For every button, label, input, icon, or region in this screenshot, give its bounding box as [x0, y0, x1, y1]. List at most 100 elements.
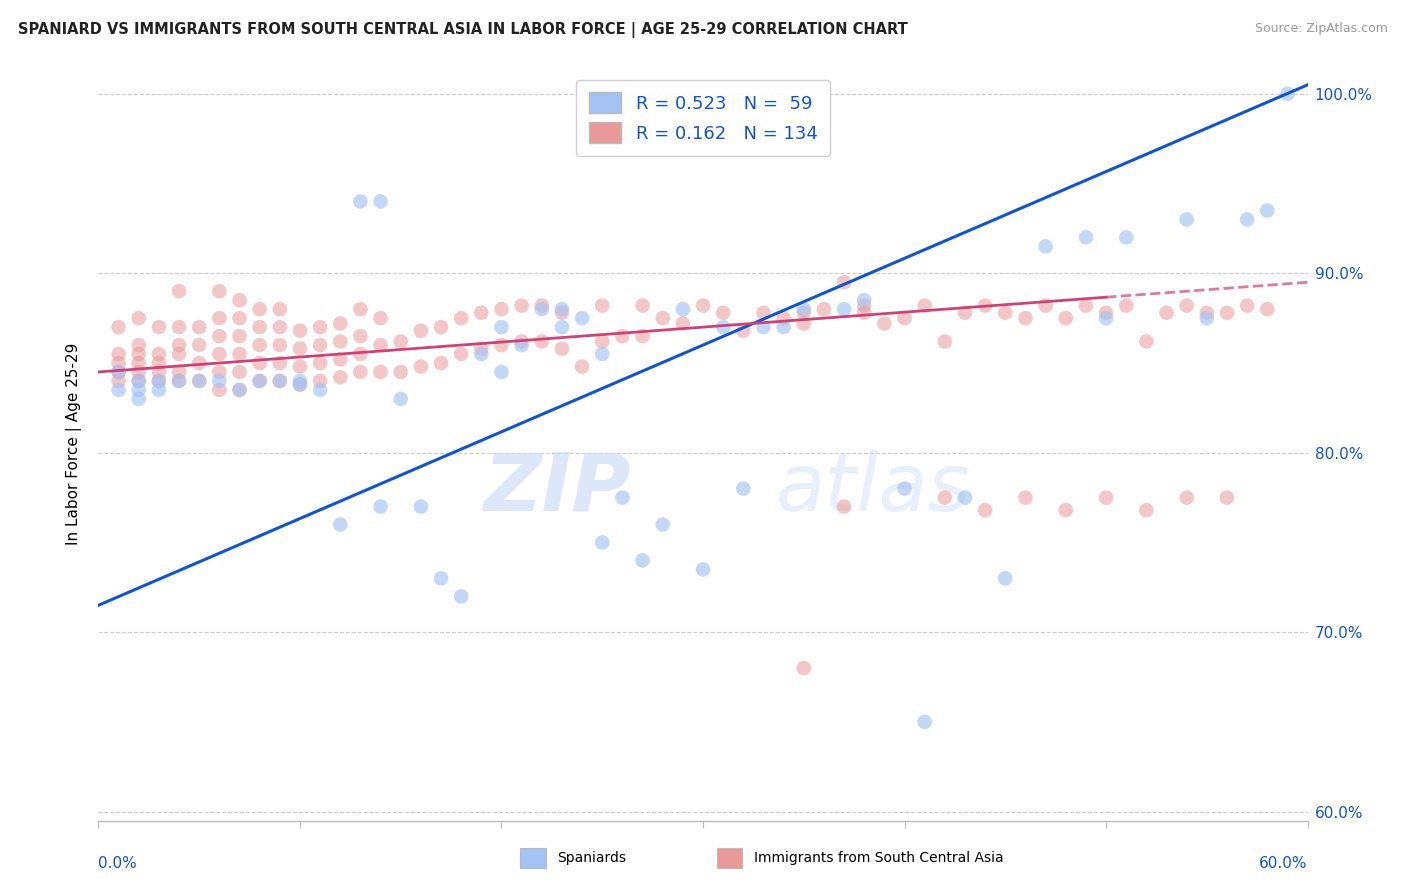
Point — [530, 334, 553, 349]
Point — [208, 329, 231, 343]
Point — [793, 306, 815, 320]
Point — [1115, 299, 1137, 313]
Point — [167, 338, 190, 352]
Point — [128, 338, 150, 352]
Point — [772, 311, 794, 326]
Point — [853, 299, 876, 313]
Point — [349, 194, 371, 209]
Point — [249, 320, 271, 334]
Point — [349, 302, 371, 317]
Point — [994, 571, 1017, 585]
Point — [450, 311, 472, 326]
Point — [470, 342, 492, 356]
Point — [551, 320, 574, 334]
Point — [994, 306, 1017, 320]
Point — [167, 347, 190, 361]
Point — [491, 302, 513, 317]
Point — [349, 329, 371, 343]
Point — [249, 374, 271, 388]
Point — [128, 311, 150, 326]
Point — [148, 320, 170, 334]
Point — [591, 334, 613, 349]
Point — [510, 334, 533, 349]
Point — [1175, 491, 1198, 505]
Point — [1095, 306, 1118, 320]
Point — [1175, 299, 1198, 313]
Point — [128, 356, 150, 370]
Point — [128, 383, 150, 397]
Point — [612, 329, 634, 343]
Point — [269, 338, 291, 352]
Point — [370, 194, 392, 209]
Point — [551, 302, 574, 317]
Point — [651, 311, 673, 326]
Point — [934, 491, 956, 505]
Point — [389, 334, 412, 349]
Point — [873, 317, 896, 331]
Point — [228, 329, 250, 343]
Point — [228, 383, 250, 397]
Point — [370, 311, 392, 326]
Point — [591, 347, 613, 361]
Point — [288, 377, 311, 392]
Text: ZIP: ZIP — [484, 450, 630, 528]
Point — [1195, 306, 1218, 320]
Point — [309, 356, 332, 370]
Point — [591, 299, 613, 313]
Point — [510, 338, 533, 352]
Point — [430, 571, 453, 585]
Point — [188, 338, 211, 352]
Point — [530, 299, 553, 313]
Point — [228, 365, 250, 379]
Point — [450, 590, 472, 604]
Text: Spaniards: Spaniards — [557, 851, 626, 865]
Point — [389, 365, 412, 379]
Point — [612, 491, 634, 505]
Point — [1035, 239, 1057, 253]
Point — [249, 302, 271, 317]
Point — [1195, 311, 1218, 326]
Point — [188, 374, 211, 388]
Point — [1014, 491, 1036, 505]
Point — [370, 500, 392, 514]
Point — [631, 299, 654, 313]
Point — [974, 503, 997, 517]
Point — [107, 347, 129, 361]
Point — [329, 352, 352, 367]
Point — [370, 365, 392, 379]
Point — [733, 482, 755, 496]
Point — [329, 517, 352, 532]
Point — [530, 302, 553, 317]
Point — [853, 293, 876, 308]
Point — [1095, 491, 1118, 505]
Point — [349, 365, 371, 379]
Point — [711, 320, 734, 334]
Point — [1074, 230, 1097, 244]
Point — [309, 320, 332, 334]
Point — [148, 374, 170, 388]
Point — [228, 383, 250, 397]
Point — [249, 338, 271, 352]
Point — [953, 306, 976, 320]
Point — [329, 334, 352, 349]
Point — [188, 356, 211, 370]
Point — [1135, 334, 1157, 349]
Point — [208, 284, 231, 298]
Text: SPANIARD VS IMMIGRANTS FROM SOUTH CENTRAL ASIA IN LABOR FORCE | AGE 25-29 CORREL: SPANIARD VS IMMIGRANTS FROM SOUTH CENTRA… — [18, 22, 908, 38]
Point — [1256, 302, 1278, 317]
Point — [167, 320, 190, 334]
Point — [269, 302, 291, 317]
Point — [1236, 299, 1258, 313]
Point — [269, 374, 291, 388]
Point — [329, 317, 352, 331]
Point — [208, 347, 231, 361]
Point — [1277, 87, 1299, 101]
Point — [349, 347, 371, 361]
Point — [793, 317, 815, 331]
Point — [430, 320, 453, 334]
Text: Source: ZipAtlas.com: Source: ZipAtlas.com — [1254, 22, 1388, 36]
Point — [692, 562, 714, 576]
Point — [651, 517, 673, 532]
Point — [1054, 503, 1077, 517]
Point — [1115, 230, 1137, 244]
